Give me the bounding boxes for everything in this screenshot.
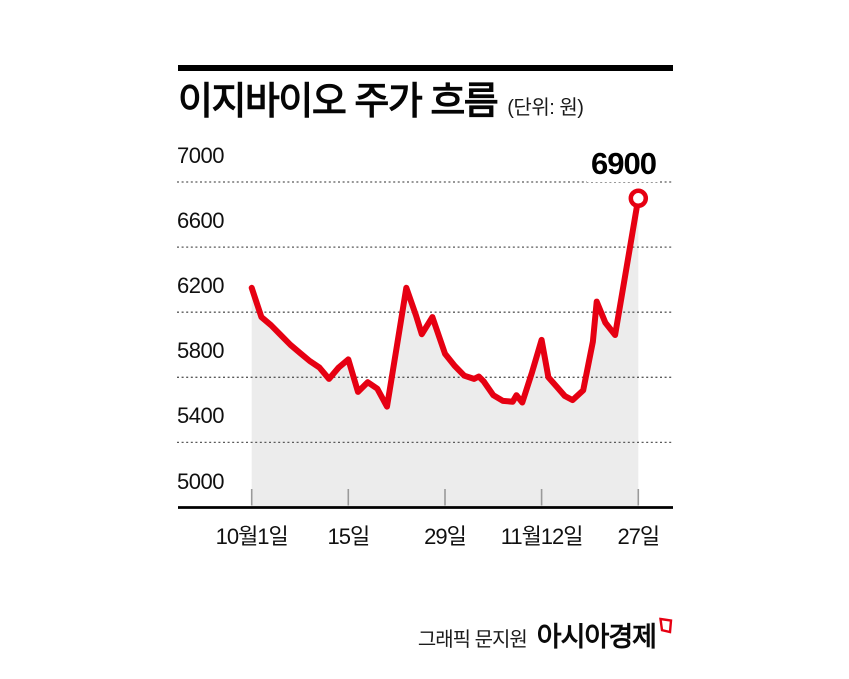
unit-label: (단위: 원) — [507, 97, 584, 119]
x-axis-label: 10월1일 — [215, 524, 289, 549]
y-axis-label-6200: 6200 — [177, 273, 224, 299]
x-axis-label: 27일 — [617, 524, 660, 549]
last-point-marker — [628, 188, 649, 209]
y-axis-label-5800: 5800 — [177, 338, 224, 364]
chart-title: 이지바이오 주가 흐름 — [178, 81, 499, 123]
last-price-value: 6900 — [587, 148, 660, 182]
series-area-fill — [251, 198, 639, 508]
y-axis-label-5000: 5000 — [177, 468, 224, 494]
price-line — [248, 195, 642, 410]
y-axis-label-5400: 5400 — [177, 403, 224, 429]
graphic-credit: 그래픽 문지원 — [417, 629, 528, 651]
credit-footer: 그래픽 문지원 아시아경제 — [417, 615, 673, 652]
y-axis-label-6600: 6600 — [177, 208, 224, 234]
y-axis-label-7000: 7000 — [177, 143, 224, 168]
x-axis-label: 15일 — [327, 524, 370, 549]
x-axis-label: 11월12일 — [500, 524, 584, 549]
asia-economy-logo-icon — [659, 617, 673, 634]
title-block: 이지바이오 주가 흐름 (단위: 원) — [178, 65, 673, 123]
brand-name: 아시아경제 — [536, 622, 657, 652]
last-price-label: 6900 — [563, 148, 684, 182]
x-axis-label: 29일 — [424, 524, 467, 549]
